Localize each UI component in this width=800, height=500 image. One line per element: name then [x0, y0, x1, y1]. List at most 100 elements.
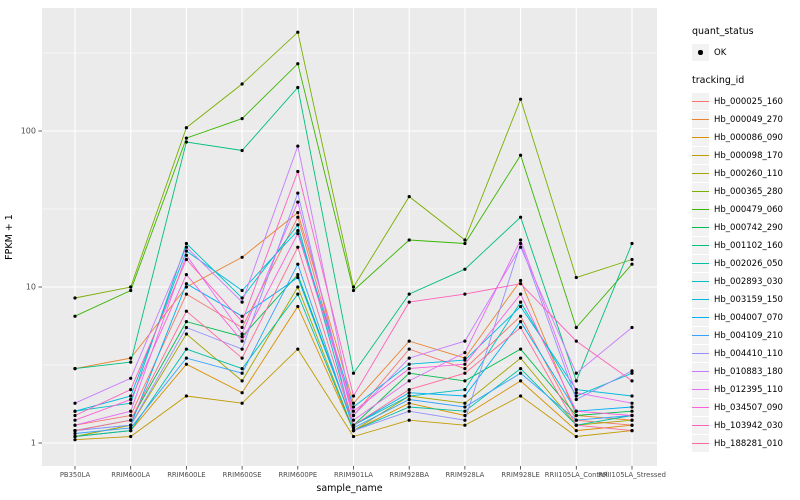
line-key-icon [692, 93, 709, 110]
legend-entry-tracking: Hb_000086_090 [692, 129, 798, 146]
point-key-icon [692, 44, 709, 61]
data-point [463, 409, 467, 413]
data-point [184, 362, 188, 366]
legend-label-tracking: Hb_003159_150 [714, 294, 783, 305]
data-point [407, 238, 411, 242]
line-key-icon [692, 291, 709, 308]
data-point [129, 360, 133, 364]
data-point [630, 262, 634, 266]
data-point [574, 371, 578, 375]
data-point [574, 409, 578, 413]
line-key-icon [692, 147, 709, 164]
data-point [73, 296, 77, 300]
data-point [184, 273, 188, 277]
data-point [351, 423, 356, 427]
data-point [240, 379, 244, 383]
legend-label-tracking: Hb_000049_270 [714, 114, 783, 125]
data-point [351, 434, 356, 439]
legend-entry-tracking: Hb_103942_030 [692, 417, 798, 434]
data-point [407, 388, 411, 392]
data-point [129, 376, 133, 380]
data-point [574, 379, 578, 383]
legend-entry-tracking: Hb_000479_060 [692, 201, 798, 218]
data-point [184, 394, 188, 398]
data-point [296, 211, 300, 215]
legend-entry-tracking: Hb_002026_050 [692, 255, 798, 272]
legend-label-tracking: Hb_034507_090 [714, 402, 783, 413]
data-point [630, 394, 634, 398]
data-point [407, 339, 411, 343]
legend-label-tracking: Hb_012395_110 [714, 384, 783, 395]
data-point [574, 388, 578, 392]
data-point [463, 388, 467, 392]
data-point [519, 238, 523, 242]
data-point [240, 347, 244, 351]
data-point [630, 325, 634, 330]
data-point [407, 362, 411, 366]
data-point [73, 413, 77, 418]
data-point [240, 117, 244, 121]
data-point [351, 426, 356, 430]
data-point [351, 409, 356, 413]
data-point [184, 347, 188, 351]
line-key-icon [692, 111, 709, 128]
data-point [463, 379, 467, 383]
data-point [240, 335, 244, 339]
legend-label-tracking: Hb_001102_160 [714, 240, 783, 251]
data-point [519, 314, 523, 318]
data-point [129, 434, 133, 439]
data-point [407, 394, 411, 398]
data-point [296, 144, 300, 148]
data-point [407, 391, 411, 395]
legend-label-tracking: Hb_000025_160 [714, 96, 783, 107]
legend-entry-tracking: Hb_000025_160 [692, 93, 798, 110]
data-point [129, 288, 133, 293]
line-glyph-icon [692, 100, 709, 103]
line-glyph-icon [692, 352, 709, 355]
data-point [351, 413, 356, 418]
data-point [351, 418, 356, 422]
data-point [407, 409, 411, 413]
data-point [519, 367, 523, 371]
data-point [519, 215, 523, 219]
x-tick-label: PB350LA [60, 471, 91, 479]
data-point [184, 253, 188, 257]
legend-label-tracking: Hb_010883_180 [714, 366, 783, 377]
line-key-icon [692, 255, 709, 272]
x-tick-label: RRIM901LA [334, 471, 373, 479]
line-key-icon [692, 309, 709, 326]
legend-entry-tracking: Hb_004007_070 [692, 309, 798, 326]
data-point [296, 62, 300, 66]
line-key-icon [692, 345, 709, 362]
legend-title-quant-status: quant_status [692, 26, 754, 37]
data-point [463, 351, 467, 355]
data-point [407, 300, 411, 304]
line-key-icon [692, 363, 709, 380]
legend-title-tracking-id: tracking_id [692, 75, 745, 86]
line-glyph-icon [692, 244, 709, 247]
data-point [574, 434, 578, 439]
data-point [519, 371, 523, 375]
data-point [407, 371, 411, 375]
data-point [296, 285, 300, 289]
data-point [296, 275, 300, 280]
data-point [407, 397, 411, 402]
point-glyph-icon [698, 50, 703, 55]
data-point [129, 356, 133, 360]
data-point [463, 241, 467, 246]
data-point [296, 30, 300, 34]
data-point [129, 429, 133, 433]
data-point [630, 429, 634, 433]
data-point [73, 418, 77, 422]
data-point [296, 200, 300, 204]
data-point [240, 356, 244, 360]
line-glyph-icon [692, 136, 709, 139]
data-point [463, 358, 467, 362]
data-point [296, 169, 300, 174]
data-point [240, 401, 244, 405]
y-tick-label: 100 [21, 127, 36, 136]
y-tick-label: 1 [31, 439, 36, 448]
line-glyph-icon [692, 388, 709, 391]
data-point [351, 394, 356, 398]
line-glyph-icon [692, 154, 709, 157]
